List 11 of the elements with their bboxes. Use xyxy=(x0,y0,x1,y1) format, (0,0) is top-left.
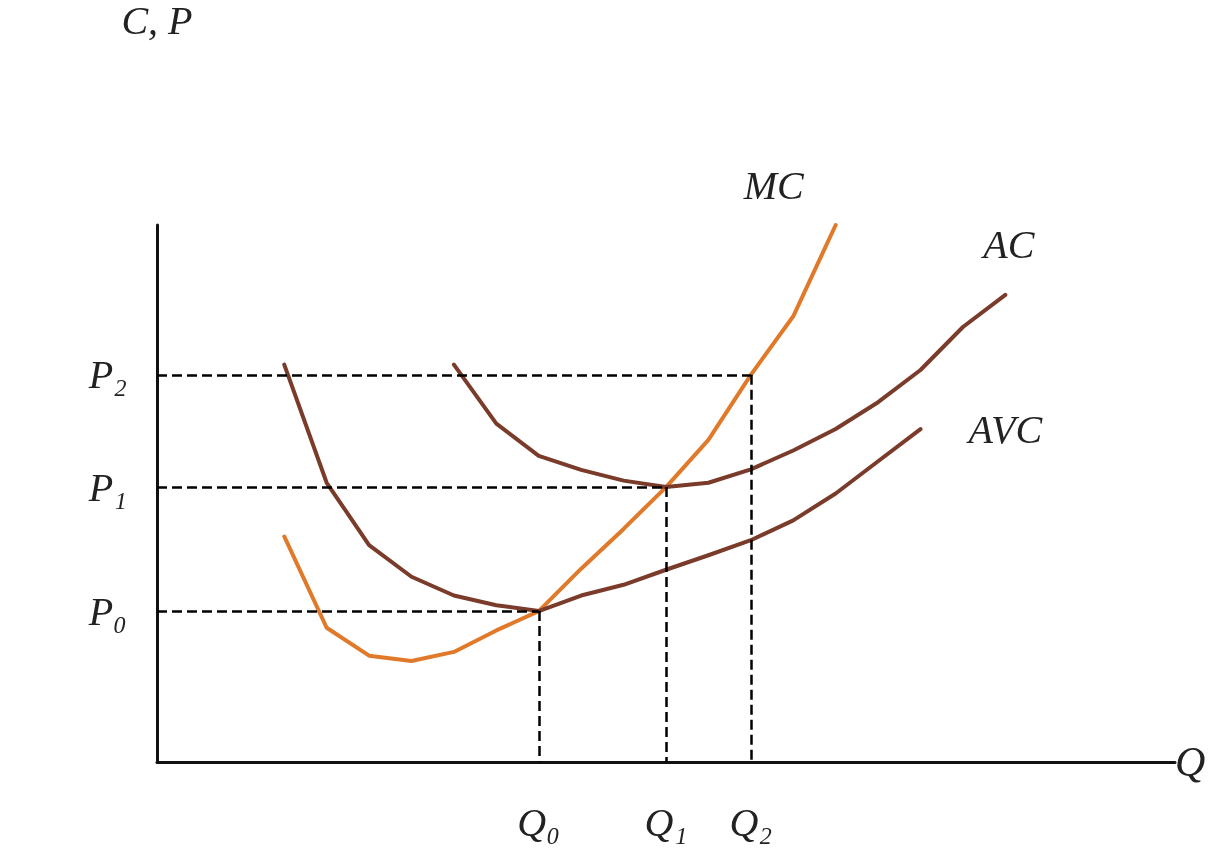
x-axis-title: Q xyxy=(1175,739,1206,785)
series-label: AC xyxy=(980,222,1036,268)
x-tick-label: Q₀ xyxy=(517,799,561,845)
x-tick-label: Q₂ xyxy=(729,799,773,845)
series-label: AVC xyxy=(965,406,1044,452)
x-tick-label: Q₁ xyxy=(644,799,688,845)
ref-line-label: P₁ xyxy=(87,464,127,510)
ref-line-label: P₀ xyxy=(87,588,127,634)
y-axis-title: C, P xyxy=(121,0,193,43)
series-label: MC xyxy=(742,162,805,208)
ref-line-label: P₂ xyxy=(87,352,127,398)
